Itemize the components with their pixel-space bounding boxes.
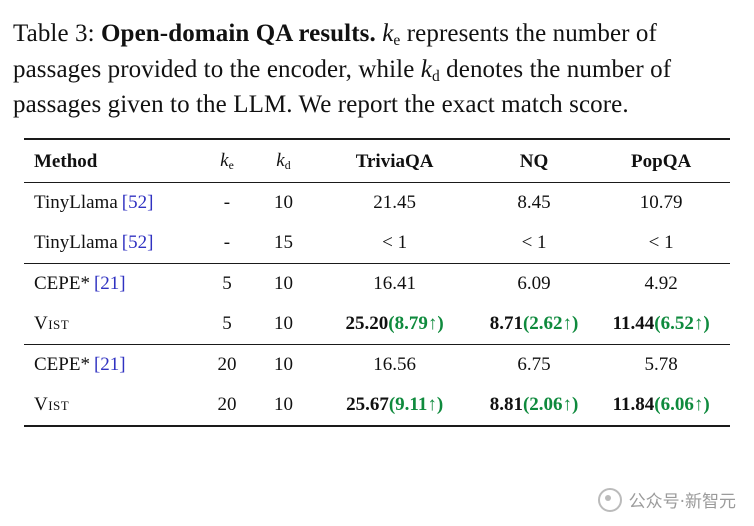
triviaqa-cell: 16.56 [313, 344, 476, 386]
method-name: CEPE* [34, 354, 90, 376]
method-name: Vist [34, 313, 70, 335]
math-kd: k [420, 55, 432, 83]
math-ke: k [382, 20, 394, 47]
caption-prefix: Table 3: [13, 20, 102, 47]
ke-cell: - [223, 192, 231, 214]
kd-cell: 10 [253, 263, 314, 305]
ke-cell: 20 [217, 394, 237, 416]
table-row: Vist 20 10 25.67(9.11↑) 8.81(2.06↑) 11.8… [24, 385, 730, 426]
citation-link[interactable]: [21] [93, 273, 126, 295]
header-nq: NQ [475, 139, 593, 184]
method-name: CEPE* [34, 273, 90, 295]
popqa-cell: 4.92 [592, 263, 730, 305]
table-row: TinyLlama [52] - 15 < 1 < 1 < 1 [24, 223, 730, 264]
results-table: Method ke kd TriviaQA NQ PopQA TinyLlama… [24, 138, 730, 428]
ke-cell: 20 [200, 344, 254, 386]
table-row: CEPE* [21] 20 10 16.56 6.75 5.78 [24, 344, 730, 386]
header-row: Method ke kd TriviaQA NQ PopQA [24, 139, 730, 184]
triviaqa-cell: < 1 [382, 232, 408, 254]
triviaqa-cell: 25.67(9.11↑) [346, 394, 444, 416]
method-name: TinyLlama [34, 192, 118, 214]
nq-cell: 6.09 [475, 263, 593, 305]
kd-cell: 15 [273, 232, 293, 254]
watermark-text: 公众号·新智元 [628, 492, 736, 512]
popqa-cell: < 1 [648, 232, 674, 254]
popqa-cell: 11.84(6.06↑) [612, 394, 710, 416]
caption-title: Open-domain QA results. [101, 20, 376, 47]
popqa-cell: 5.78 [592, 344, 730, 386]
ke-cell: - [223, 232, 231, 254]
citation-link[interactable]: [52] [121, 232, 154, 254]
method-name: Vist [34, 394, 70, 416]
nq-cell: 8.71(2.62↑) [489, 313, 579, 335]
table-row: CEPE* [21] 5 10 16.41 6.09 4.92 [24, 263, 730, 305]
header-kd: kd [253, 139, 314, 184]
nq-cell: 8.81(2.06↑) [489, 394, 579, 416]
math-ke-sub: e [393, 31, 401, 49]
citation-link[interactable]: [52] [121, 192, 154, 214]
triviaqa-cell: 25.20(8.79↑) [345, 313, 444, 335]
table-row: Vist 5 10 25.20(8.79↑) 8.71(2.62↑) 11.44… [24, 304, 730, 345]
header-triviaqa: TriviaQA [313, 139, 476, 184]
kd-cell: 10 [273, 313, 293, 335]
nq-cell: 6.75 [475, 344, 593, 386]
triviaqa-cell: 21.45 [373, 192, 416, 214]
popqa-cell: 10.79 [639, 192, 683, 214]
ke-cell: 5 [222, 313, 232, 335]
nq-cell: 8.45 [517, 192, 551, 214]
ke-cell: 5 [200, 263, 254, 305]
caption-seg2: represents the number of passages provid… [13, 20, 657, 83]
nq-cell: < 1 [521, 232, 547, 254]
method-name: TinyLlama [34, 232, 118, 254]
citation-link[interactable]: [21] [93, 354, 126, 376]
wechat-account-icon [597, 487, 622, 512]
table-row: TinyLlama [52] - 10 21.45 8.45 10.79 [24, 183, 730, 224]
caption-seg3: denotes the number of passages given to … [13, 55, 672, 119]
math-kd-sub: d [431, 67, 440, 85]
watermark: 公众号·新智元 [597, 487, 736, 512]
header-ke: ke [200, 139, 254, 184]
kd-cell: 10 [273, 394, 293, 416]
popqa-cell: 11.44(6.52↑) [612, 313, 710, 335]
header-method: Method [24, 139, 201, 184]
header-popqa: PopQA [592, 139, 730, 184]
kd-cell: 10 [273, 192, 293, 214]
kd-cell: 10 [253, 344, 314, 386]
table-caption: Table 3: Open-domain QA results. ke repr… [13, 16, 741, 122]
triviaqa-cell: 16.41 [313, 263, 476, 305]
